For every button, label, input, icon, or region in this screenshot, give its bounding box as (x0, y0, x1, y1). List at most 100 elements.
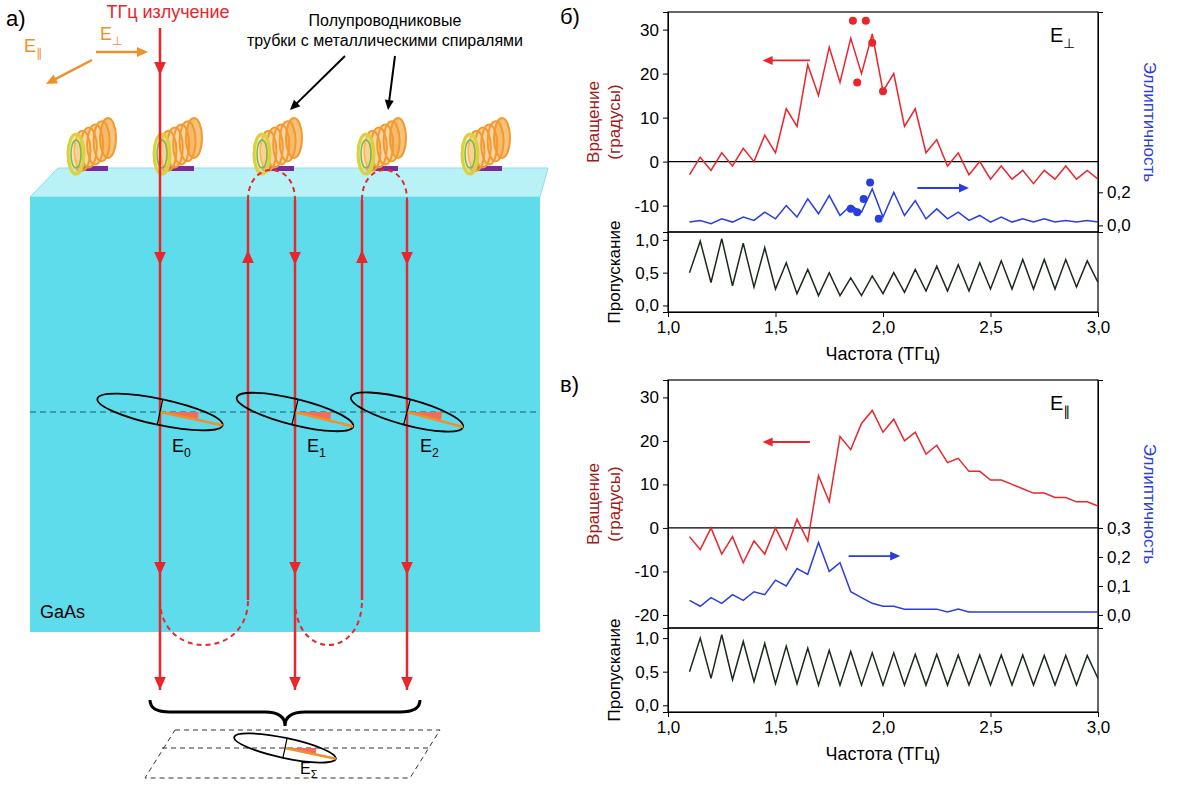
tick-label: 30 (640, 388, 659, 407)
tick: 0,0 (635, 696, 668, 715)
data-point (860, 195, 868, 203)
tick-label: 10 (640, 109, 659, 128)
y2-axis: 0,00,10,20,3 (1098, 381, 1131, 629)
axis-line (663, 629, 669, 713)
field-label: E⊥ (100, 24, 123, 48)
tick: 0,2 (1098, 183, 1131, 202)
tick: 30 (640, 388, 668, 407)
tick-label: 1,5 (764, 318, 788, 337)
tick: 3,0 (1087, 312, 1111, 337)
x-axis: 1,01,52,02,53,0 (657, 712, 1111, 737)
tick: 10 (640, 475, 668, 494)
tick-label: 2,5 (979, 318, 1003, 337)
y2-axis-title: Эллиптичность (1140, 444, 1159, 564)
tube-front (358, 134, 374, 174)
panel-label: а) (6, 6, 26, 31)
beam-arrow (289, 677, 301, 690)
tick: 2,5 (979, 312, 1003, 337)
tick: 0 (650, 153, 668, 172)
data-line (690, 410, 1099, 562)
brace (150, 700, 420, 726)
polarization-label-base: E (1050, 24, 1063, 46)
tick-label: 0,2 (1107, 548, 1131, 567)
tick: 20 (640, 65, 668, 84)
tick-label: 1,5 (764, 718, 788, 737)
y-axis-title: (градусы) (605, 84, 624, 159)
y-axis: -20-100102030 (634, 381, 668, 629)
y-axis-title: (градусы) (605, 466, 624, 541)
sum-plane (145, 730, 440, 778)
beam-arrow (154, 677, 166, 690)
y-axis-title: Пропускание (605, 619, 624, 722)
tick-label: 1,0 (657, 718, 681, 737)
field-label-sub: ∥ (36, 46, 42, 60)
tick-mark (663, 397, 668, 398)
tube-spiral (186, 118, 202, 158)
tick-label: 0,0 (635, 296, 659, 315)
field-arrow-head (46, 75, 58, 84)
tick-mark (663, 74, 668, 75)
major-axis (295, 412, 353, 427)
x-axis-title: Частота (ТГц) (826, 344, 941, 364)
beam-arrow (154, 252, 166, 265)
tick-mark (883, 712, 884, 717)
tick: 0,0 (635, 296, 668, 315)
substrate-label: GaAs (40, 602, 85, 622)
substrate (30, 197, 540, 632)
tube-spiral (68, 134, 84, 174)
data-line (690, 34, 1099, 184)
diagram: E0E1E2GaAsEΣа)ТГц излучениеE∥E⊥Полупрово… (6, 2, 548, 780)
tick-mark (1098, 712, 1099, 717)
major-axis (407, 412, 463, 427)
tick-mark (663, 240, 668, 241)
ellipse (95, 386, 226, 438)
field-arrow (54, 60, 92, 80)
tick: 10 (640, 109, 668, 128)
beam-arrow (154, 562, 166, 575)
y-axis: 0,00,51,0 (635, 231, 668, 316)
tubes-label: Полупроводниковыетрубки с металлическими… (247, 12, 523, 49)
reflection (362, 170, 407, 200)
chart-panel: -1001020300,00,2Вращение(градусы)Эллипти… (560, 4, 1159, 235)
y-axis: -100102030 (634, 13, 668, 233)
tick-mark (1098, 586, 1103, 587)
tick-mark (663, 615, 668, 616)
wave-label-sub: 0 (184, 446, 191, 460)
chart-panel: -20-1001020300,00,10,20,3Вращение(градус… (560, 372, 1159, 629)
beam-arrow (242, 250, 254, 263)
tubes-label-line: Полупроводниковые (309, 12, 462, 29)
tick: 1,0 (657, 312, 681, 337)
data-point (862, 17, 870, 25)
tube-inner (157, 140, 167, 168)
zero-line (668, 527, 1098, 528)
tick-mark (663, 484, 668, 485)
tick-mark (663, 118, 668, 119)
tick-label: -10 (634, 562, 659, 581)
tick-label: 0,5 (635, 663, 659, 682)
axis-line (669, 713, 1099, 718)
beam-arrow (289, 562, 301, 575)
ellipse (234, 385, 357, 439)
tick-label: -20 (634, 606, 659, 625)
tube-spiral (154, 134, 170, 174)
tick: 1,0 (635, 629, 668, 648)
chart-panel: 1,01,52,02,53,00,00,51,0Частота (ТГц)Про… (605, 619, 1110, 764)
minor-axis (157, 399, 162, 424)
data-line (690, 189, 1099, 224)
zero-line (668, 161, 1098, 162)
beam (294, 200, 297, 690)
tick: 0,0 (1098, 216, 1131, 235)
tube-spiral (358, 134, 374, 174)
tick: 0 (650, 519, 668, 538)
tick-label: 0,0 (635, 696, 659, 715)
tick-mark (663, 162, 668, 163)
axis-pointer (771, 60, 810, 62)
polarization-ellipse (234, 385, 357, 439)
tick-label: 2,0 (872, 718, 896, 737)
tube-front (68, 134, 84, 174)
reference-line (30, 412, 540, 413)
tick-mark (1098, 528, 1103, 529)
minor-axis (404, 399, 411, 424)
tick-mark (663, 206, 668, 207)
tick: 1,5 (764, 312, 788, 337)
